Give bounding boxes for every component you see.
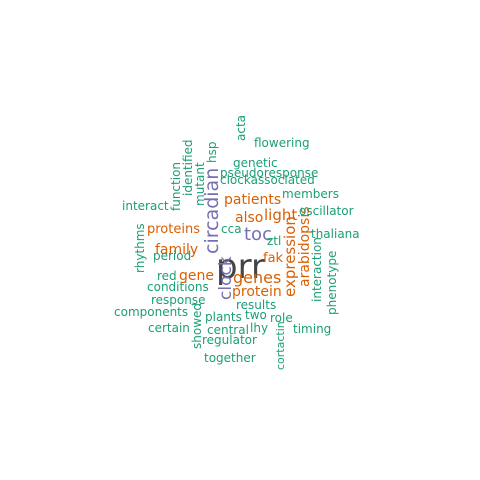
word-timing: timing (293, 322, 332, 336)
word-protein: protein (232, 284, 282, 300)
word-interact: interact (122, 199, 169, 213)
word-patients: patients (224, 192, 282, 208)
word-mutant: mutant (193, 162, 207, 206)
word-ztl: ztl (267, 234, 282, 248)
word-results: results (236, 298, 277, 312)
word-central: central (207, 323, 249, 337)
word-fak: fak (263, 251, 284, 266)
word-prr: prr (216, 247, 265, 287)
word-expression: expression (281, 216, 299, 297)
word-genes: genes (233, 268, 282, 287)
word-role: role (270, 311, 293, 325)
word-also: also (235, 210, 264, 226)
word-regulator: regulator (202, 333, 257, 347)
word-components: components (114, 305, 189, 319)
word-cortactin: cortactin (274, 321, 287, 370)
word-together: together (204, 351, 256, 365)
word-plants: plants (205, 310, 242, 324)
word-oscillator: oscillator (299, 204, 354, 218)
word-family: family (155, 242, 199, 258)
word-thaliana: thaliana (311, 227, 360, 241)
word-gene: gene (179, 268, 214, 284)
word-acta: acta (234, 114, 248, 141)
word-rhythms: rhythms (133, 223, 147, 273)
word-toc: toc (244, 224, 272, 245)
word-certain: certain (148, 321, 190, 335)
word-members: members (282, 187, 339, 201)
word-period: period (153, 249, 192, 263)
word-conditions: conditions (147, 280, 209, 294)
word-genetic: genetic (233, 156, 278, 170)
word-proteins: proteins (147, 222, 200, 237)
word-clockassociated: clockassociated (220, 173, 315, 187)
word-phenotype: phenotype (325, 250, 339, 315)
word-light: light (264, 206, 298, 224)
word-red: red (157, 269, 177, 283)
word-pseudoresponse: pseudoresponse (220, 166, 319, 180)
word-interaction: interaction (310, 237, 324, 302)
word-response: response (151, 293, 206, 307)
word-lhy: lhy (250, 321, 269, 335)
word-hsp: hsp (205, 141, 219, 163)
word-two: two (245, 308, 267, 322)
word-cca: cca (221, 222, 242, 236)
word-flowering: flowering (254, 136, 310, 150)
